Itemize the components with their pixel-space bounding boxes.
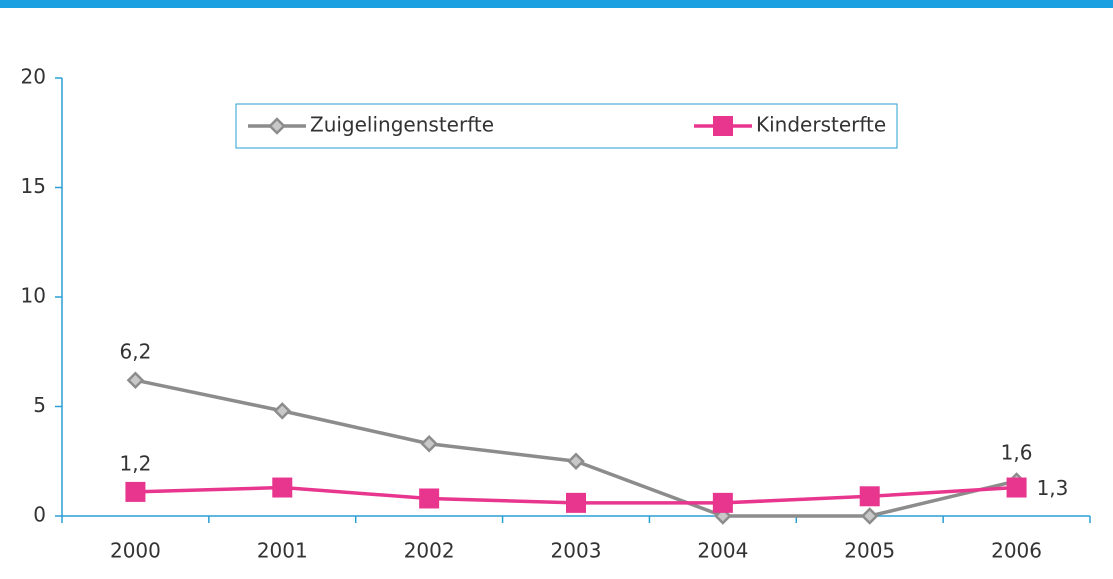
x-tick-label: 2001 [257, 539, 308, 563]
x-tick-label: 2002 [404, 539, 455, 563]
legend-marker [268, 117, 286, 135]
top-bar [0, 0, 1113, 8]
legend-label: Zuigelingensterfte [310, 113, 494, 137]
data-point [1006, 477, 1027, 498]
x-tick-label: 2003 [551, 539, 602, 563]
legend-marker [713, 116, 733, 136]
legend-box [235, 103, 898, 149]
data-point [860, 507, 879, 525]
data-point [125, 481, 146, 502]
data-label: 6,2 [120, 340, 152, 364]
x-tick-label: 2006 [991, 539, 1042, 563]
y-tick-label: 10 [21, 284, 46, 308]
data-point [126, 371, 145, 389]
y-tick-label: 15 [21, 174, 46, 198]
x-tick-label: 2005 [844, 539, 895, 563]
y-tick-label: 0 [33, 503, 46, 527]
legend-label: Kindersterfte [756, 113, 886, 137]
data-point [712, 492, 733, 513]
y-tick-label: 5 [33, 393, 46, 417]
data-label: 1,3 [1037, 476, 1069, 500]
x-tick-label: 2004 [697, 539, 748, 563]
y-tick-label: 20 [21, 65, 46, 89]
x-tick-label: 2000 [110, 539, 161, 563]
data-point [566, 492, 586, 513]
data-point [272, 477, 293, 498]
data-point [419, 488, 440, 509]
data-label: 1,2 [120, 451, 152, 475]
data-point [859, 486, 880, 507]
data-point [420, 434, 438, 453]
data-point [273, 402, 292, 420]
data-point [567, 452, 585, 471]
data-label: 1,6 [1001, 440, 1033, 464]
